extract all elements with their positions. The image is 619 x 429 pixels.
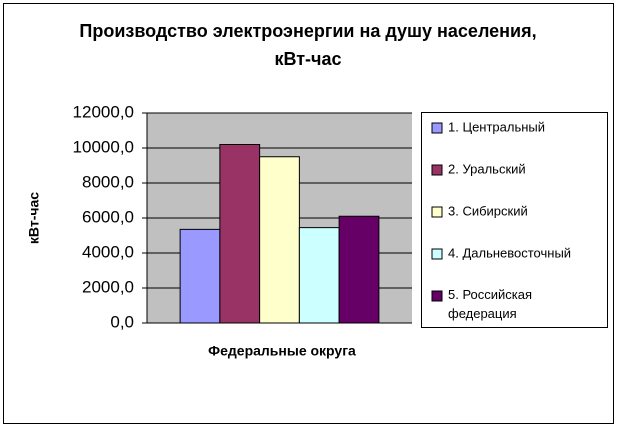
legend-swatch [431, 206, 443, 218]
legend-label: 2. Уральский [448, 161, 526, 176]
chart-title: Производство электроэнергии на душу насе… [79, 21, 536, 69]
y-tick-label: 8000,0 [82, 172, 134, 191]
legend-label: 5. Российская федерация [448, 287, 532, 321]
legend-swatch [431, 164, 443, 176]
bar [338, 215, 380, 324]
legend-swatch [431, 248, 443, 260]
y-axis-title: кВт-час [26, 192, 42, 244]
y-tick-label: 4000,0 [82, 242, 134, 261]
bar [219, 144, 261, 324]
legend-swatch [431, 122, 443, 134]
y-tick-label: 12000,0 [73, 102, 134, 121]
x-axis-title: Федеральные округа [208, 343, 356, 359]
y-tick-label: 2000,0 [82, 277, 134, 296]
y-tick-label: 6000,0 [82, 207, 134, 226]
legend-label: 4. Дальневосточный [448, 245, 571, 260]
legend-swatch [431, 290, 443, 302]
y-tick-label: 0,0 [110, 312, 134, 331]
legend-label: 3. Сибирский [448, 203, 528, 218]
legend [421, 112, 608, 328]
y-tick-label: 10000,0 [73, 137, 134, 156]
legend-label: 1. Центральный [448, 119, 545, 134]
bar [179, 228, 221, 324]
bar [259, 156, 300, 324]
bar [298, 227, 340, 324]
